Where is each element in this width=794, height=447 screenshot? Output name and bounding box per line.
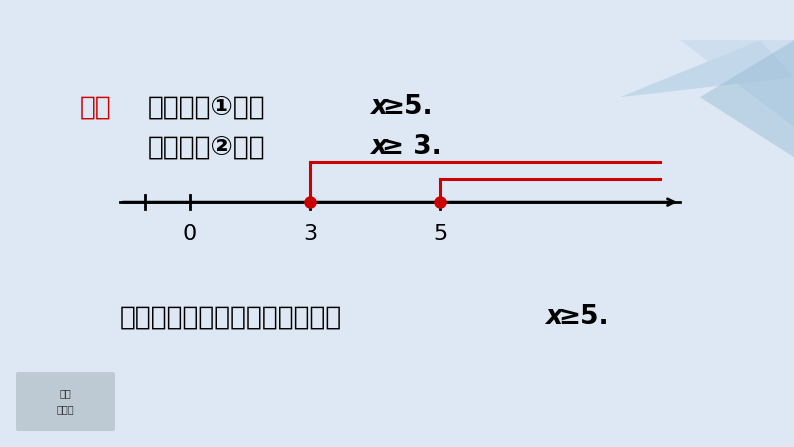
- Text: ≥5.: ≥5.: [382, 94, 433, 120]
- Polygon shape: [680, 40, 794, 127]
- Text: x: x: [370, 94, 387, 120]
- Text: 5: 5: [433, 224, 447, 244]
- Text: 0: 0: [183, 224, 197, 244]
- Text: 为理: 为理: [60, 388, 71, 399]
- FancyBboxPatch shape: [16, 372, 115, 431]
- Text: 解：: 解：: [80, 94, 112, 120]
- Text: 3: 3: [303, 224, 317, 244]
- Text: 从图可知，原不等式组的解集是: 从图可知，原不等式组的解集是: [120, 304, 342, 330]
- Text: 想奋斗: 想奋斗: [56, 405, 75, 414]
- Text: 解不等式①得：: 解不等式①得：: [148, 94, 266, 120]
- Text: ≥5.: ≥5.: [558, 304, 609, 330]
- Text: x: x: [545, 304, 562, 330]
- Polygon shape: [620, 40, 794, 97]
- Text: 解不等式②得：: 解不等式②得：: [148, 134, 266, 160]
- Polygon shape: [700, 40, 794, 157]
- Text: x: x: [370, 134, 387, 160]
- Text: ≥ 3.: ≥ 3.: [382, 134, 441, 160]
